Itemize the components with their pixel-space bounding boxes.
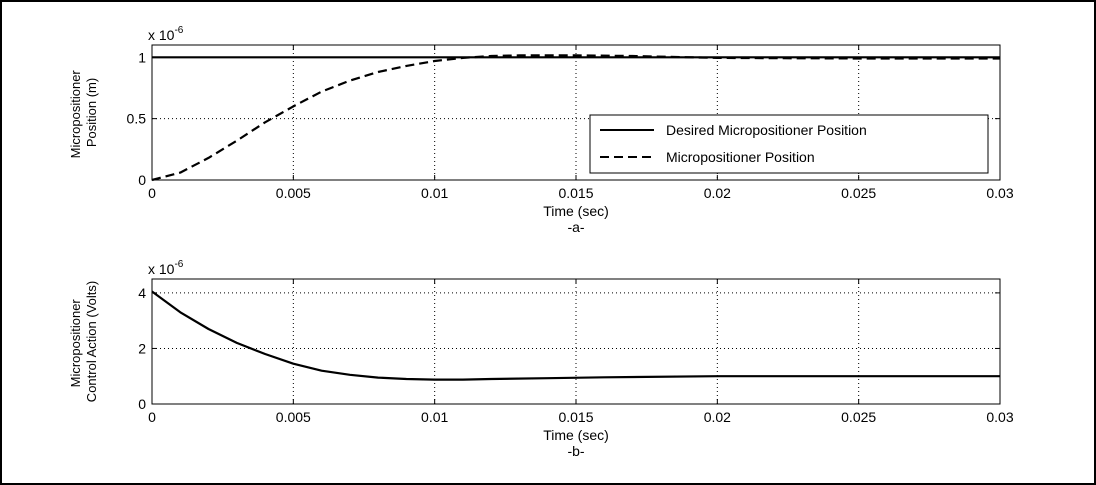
x-tick-label: 0.03 <box>986 185 1013 201</box>
y-axis-label-b-line1: Micropositioner <box>68 299 83 388</box>
tick-labels-a: 0 0.005 0.01 0.015 0.02 0.025 0.03 0 0.5 1 <box>127 49 1014 201</box>
x-tick-label: 0.01 <box>421 185 448 201</box>
series-line-b-0 <box>151 290 1000 381</box>
x-axis-label-a: Time (sec) <box>543 203 609 219</box>
chart-panel-a: 0 0.005 0.01 0.015 0.02 0.025 0.03 0 0.5 1 x 10-6… <box>68 25 1014 235</box>
x-tick-label: 0.03 <box>986 409 1013 425</box>
y-axis-label-a: Micropositioner Position (m) <box>68 67 99 159</box>
x-tick-label: 0.02 <box>704 185 731 201</box>
panel-caption-b: -b- <box>567 443 584 459</box>
y-tick-label: 2 <box>138 340 146 356</box>
exponent-base-b: x 10 <box>148 261 175 277</box>
series-line-a-1 <box>151 54 1000 182</box>
exponent-label-a: x 10-6 <box>148 25 184 43</box>
y-tick-label: 4 <box>138 285 146 301</box>
x-tick-label: 0.005 <box>276 409 311 425</box>
x-tick-label: 0.01 <box>421 409 448 425</box>
y-tick-label: 1 <box>138 49 146 65</box>
exponent-power-a: -6 <box>174 25 183 36</box>
exponent-power-b: -6 <box>174 259 183 270</box>
y-axis-label-a-line1: Micropositioner <box>68 70 83 159</box>
y-axis-label-a-line2: Position (m) <box>84 78 99 147</box>
x-tick-label: 0.02 <box>704 409 731 425</box>
y-axis-label-b: Micropositioner Control Action (Volts) <box>68 281 99 402</box>
grid-b <box>152 279 1000 404</box>
x-tick-label: 0.005 <box>276 185 311 201</box>
legend-entry-actual: Micropositioner Position <box>666 149 815 165</box>
x-tick-label: 0 <box>148 185 156 201</box>
y-tick-label: 0 <box>138 396 146 412</box>
legend-a: Desired Micropositioner Position Micropo… <box>589 114 989 174</box>
panel-caption-a: -a- <box>567 219 584 235</box>
axes-box-b <box>151 278 1001 405</box>
x-tick-label: 0 <box>148 409 156 425</box>
y-axis-label-b-line2: Control Action (Volts) <box>84 281 99 402</box>
chart-panel-b: 0 0.005 0.01 0.015 0.02 0.025 0.03 0 2 4 x 10-6 M… <box>68 259 1014 459</box>
x-axis-label-b: Time (sec) <box>543 427 609 443</box>
series-lines-a <box>151 54 1000 182</box>
x-tick-label: 0.025 <box>841 185 876 201</box>
exponent-base-a: x 10 <box>148 27 175 43</box>
ticks-b <box>151 279 1001 405</box>
legend-entry-desired: Desired Micropositioner Position <box>666 122 867 138</box>
legend-box-a <box>589 114 989 174</box>
ticks-a <box>151 45 1001 181</box>
y-tick-label: 0 <box>138 172 146 188</box>
y-tick-label: 0.5 <box>127 111 147 127</box>
x-tick-label: 0.025 <box>841 409 876 425</box>
x-tick-label: 0.015 <box>558 185 593 201</box>
tick-labels-b: 0 0.005 0.01 0.015 0.02 0.025 0.03 0 2 4 <box>138 285 1014 425</box>
exponent-label-b: x 10-6 <box>148 259 184 277</box>
x-tick-label: 0.015 <box>558 409 593 425</box>
series-lines-b <box>151 290 1000 381</box>
